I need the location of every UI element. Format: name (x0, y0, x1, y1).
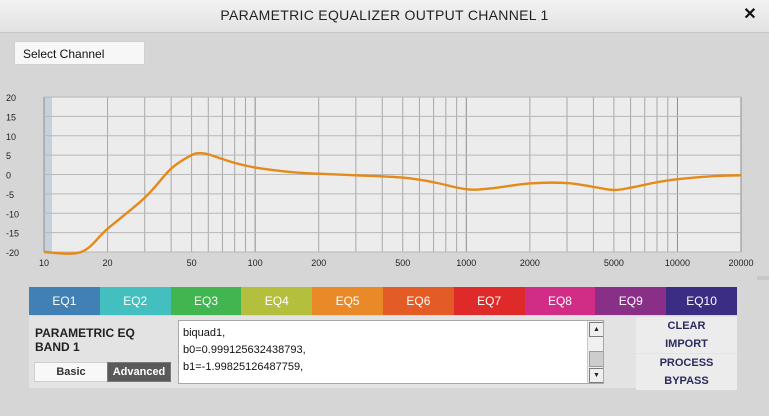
x-tick-label: 20000 (728, 258, 753, 268)
tab-eq4[interactable]: EQ4 (241, 287, 313, 315)
x-tick-label: 1000 (456, 258, 476, 268)
close-icon[interactable]: ✕ (743, 6, 757, 23)
eq-response-line (43, 151, 742, 255)
x-tick-label: 500 (395, 258, 410, 268)
select-channel-button[interactable]: Select Channel (14, 41, 145, 65)
clear-button[interactable]: CLEAR (636, 317, 737, 335)
tab-eq8[interactable]: EQ8 (524, 287, 596, 315)
y-tick-label: 10 (6, 132, 16, 142)
window-title: PARAMETRIC EQUALIZER OUTPUT CHANNEL 1 (220, 7, 549, 23)
x-tick-label: 20 (103, 258, 113, 268)
x-tick-label: 2000 (520, 258, 540, 268)
scrollbar-thumb[interactable] (589, 351, 603, 367)
eq-response-chart[interactable]: 20 15 10 5 0 -5 -10 -15 -20 10 20 50 100 200 500 1000 20… (0, 76, 769, 276)
action-buttons: CLEAR IMPORT PROCESS BYPASS (636, 316, 737, 390)
y-tick-label: -5 (6, 190, 14, 200)
import-button[interactable]: IMPORT (636, 335, 737, 353)
y-tick-label: -10 (6, 209, 19, 219)
x-tick-label: 100 (248, 258, 263, 268)
process-button[interactable]: PROCESS (636, 354, 737, 372)
coefficients-textarea[interactable]: biquad1, b0=0.999125632438793, b1=-1.998… (178, 320, 604, 384)
arrow-up-icon[interactable]: ▲ (589, 322, 603, 337)
y-tick-label: 0 (6, 171, 11, 181)
tab-eq10[interactable]: EQ10 (666, 287, 737, 315)
coefficient-line: b1=-1.99825126487759, (183, 361, 304, 373)
y-tick-label: 5 (6, 151, 11, 161)
y-tick-label: -20 (6, 248, 19, 258)
tab-eq9[interactable]: EQ9 (595, 287, 667, 315)
x-tick-label: 200 (311, 258, 326, 268)
title-bar: PARAMETRIC EQUALIZER OUTPUT CHANNEL 1 ✕ (0, 0, 769, 33)
coefficients-scrollbar[interactable]: ▲ ▼ (587, 321, 603, 383)
tab-eq5[interactable]: EQ5 (312, 287, 383, 315)
tab-eq7[interactable]: EQ7 (453, 287, 525, 315)
tab-eq3[interactable]: EQ3 (170, 287, 242, 315)
band-title: PARAMETRIC EQ BAND 1 (35, 326, 135, 354)
eq-band-tabs: EQ1 EQ2 EQ3 EQ4 EQ5 EQ6 EQ7 EQ8 EQ9 EQ10 (29, 287, 737, 315)
coefficient-line: biquad1, (183, 327, 226, 339)
advanced-button[interactable]: Advanced (107, 362, 171, 382)
tab-eq2[interactable]: EQ2 (99, 287, 171, 315)
coefficients-text: biquad1, b0=0.999125632438793, b1=-1.998… (183, 325, 306, 376)
y-tick-label: -15 (6, 229, 19, 239)
band-panel: PARAMETRIC EQ BAND 1 Basic Advanced biqu… (29, 316, 737, 390)
y-tick-label: 20 (6, 93, 16, 103)
x-tick-label: 5000 (604, 258, 624, 268)
x-tick-label: 10000 (665, 258, 690, 268)
x-tick-label: 10 (39, 258, 49, 268)
coefficient-line: b0=0.999125632438793, (183, 344, 306, 356)
bypass-button[interactable]: BYPASS (636, 372, 737, 390)
tab-eq1[interactable]: EQ1 (29, 287, 100, 315)
x-tick-label: 50 (187, 258, 197, 268)
basic-button[interactable]: Basic (34, 362, 108, 382)
y-tick-label: 15 (6, 112, 16, 122)
arrow-down-icon[interactable]: ▼ (589, 368, 603, 383)
tab-eq6[interactable]: EQ6 (382, 287, 454, 315)
